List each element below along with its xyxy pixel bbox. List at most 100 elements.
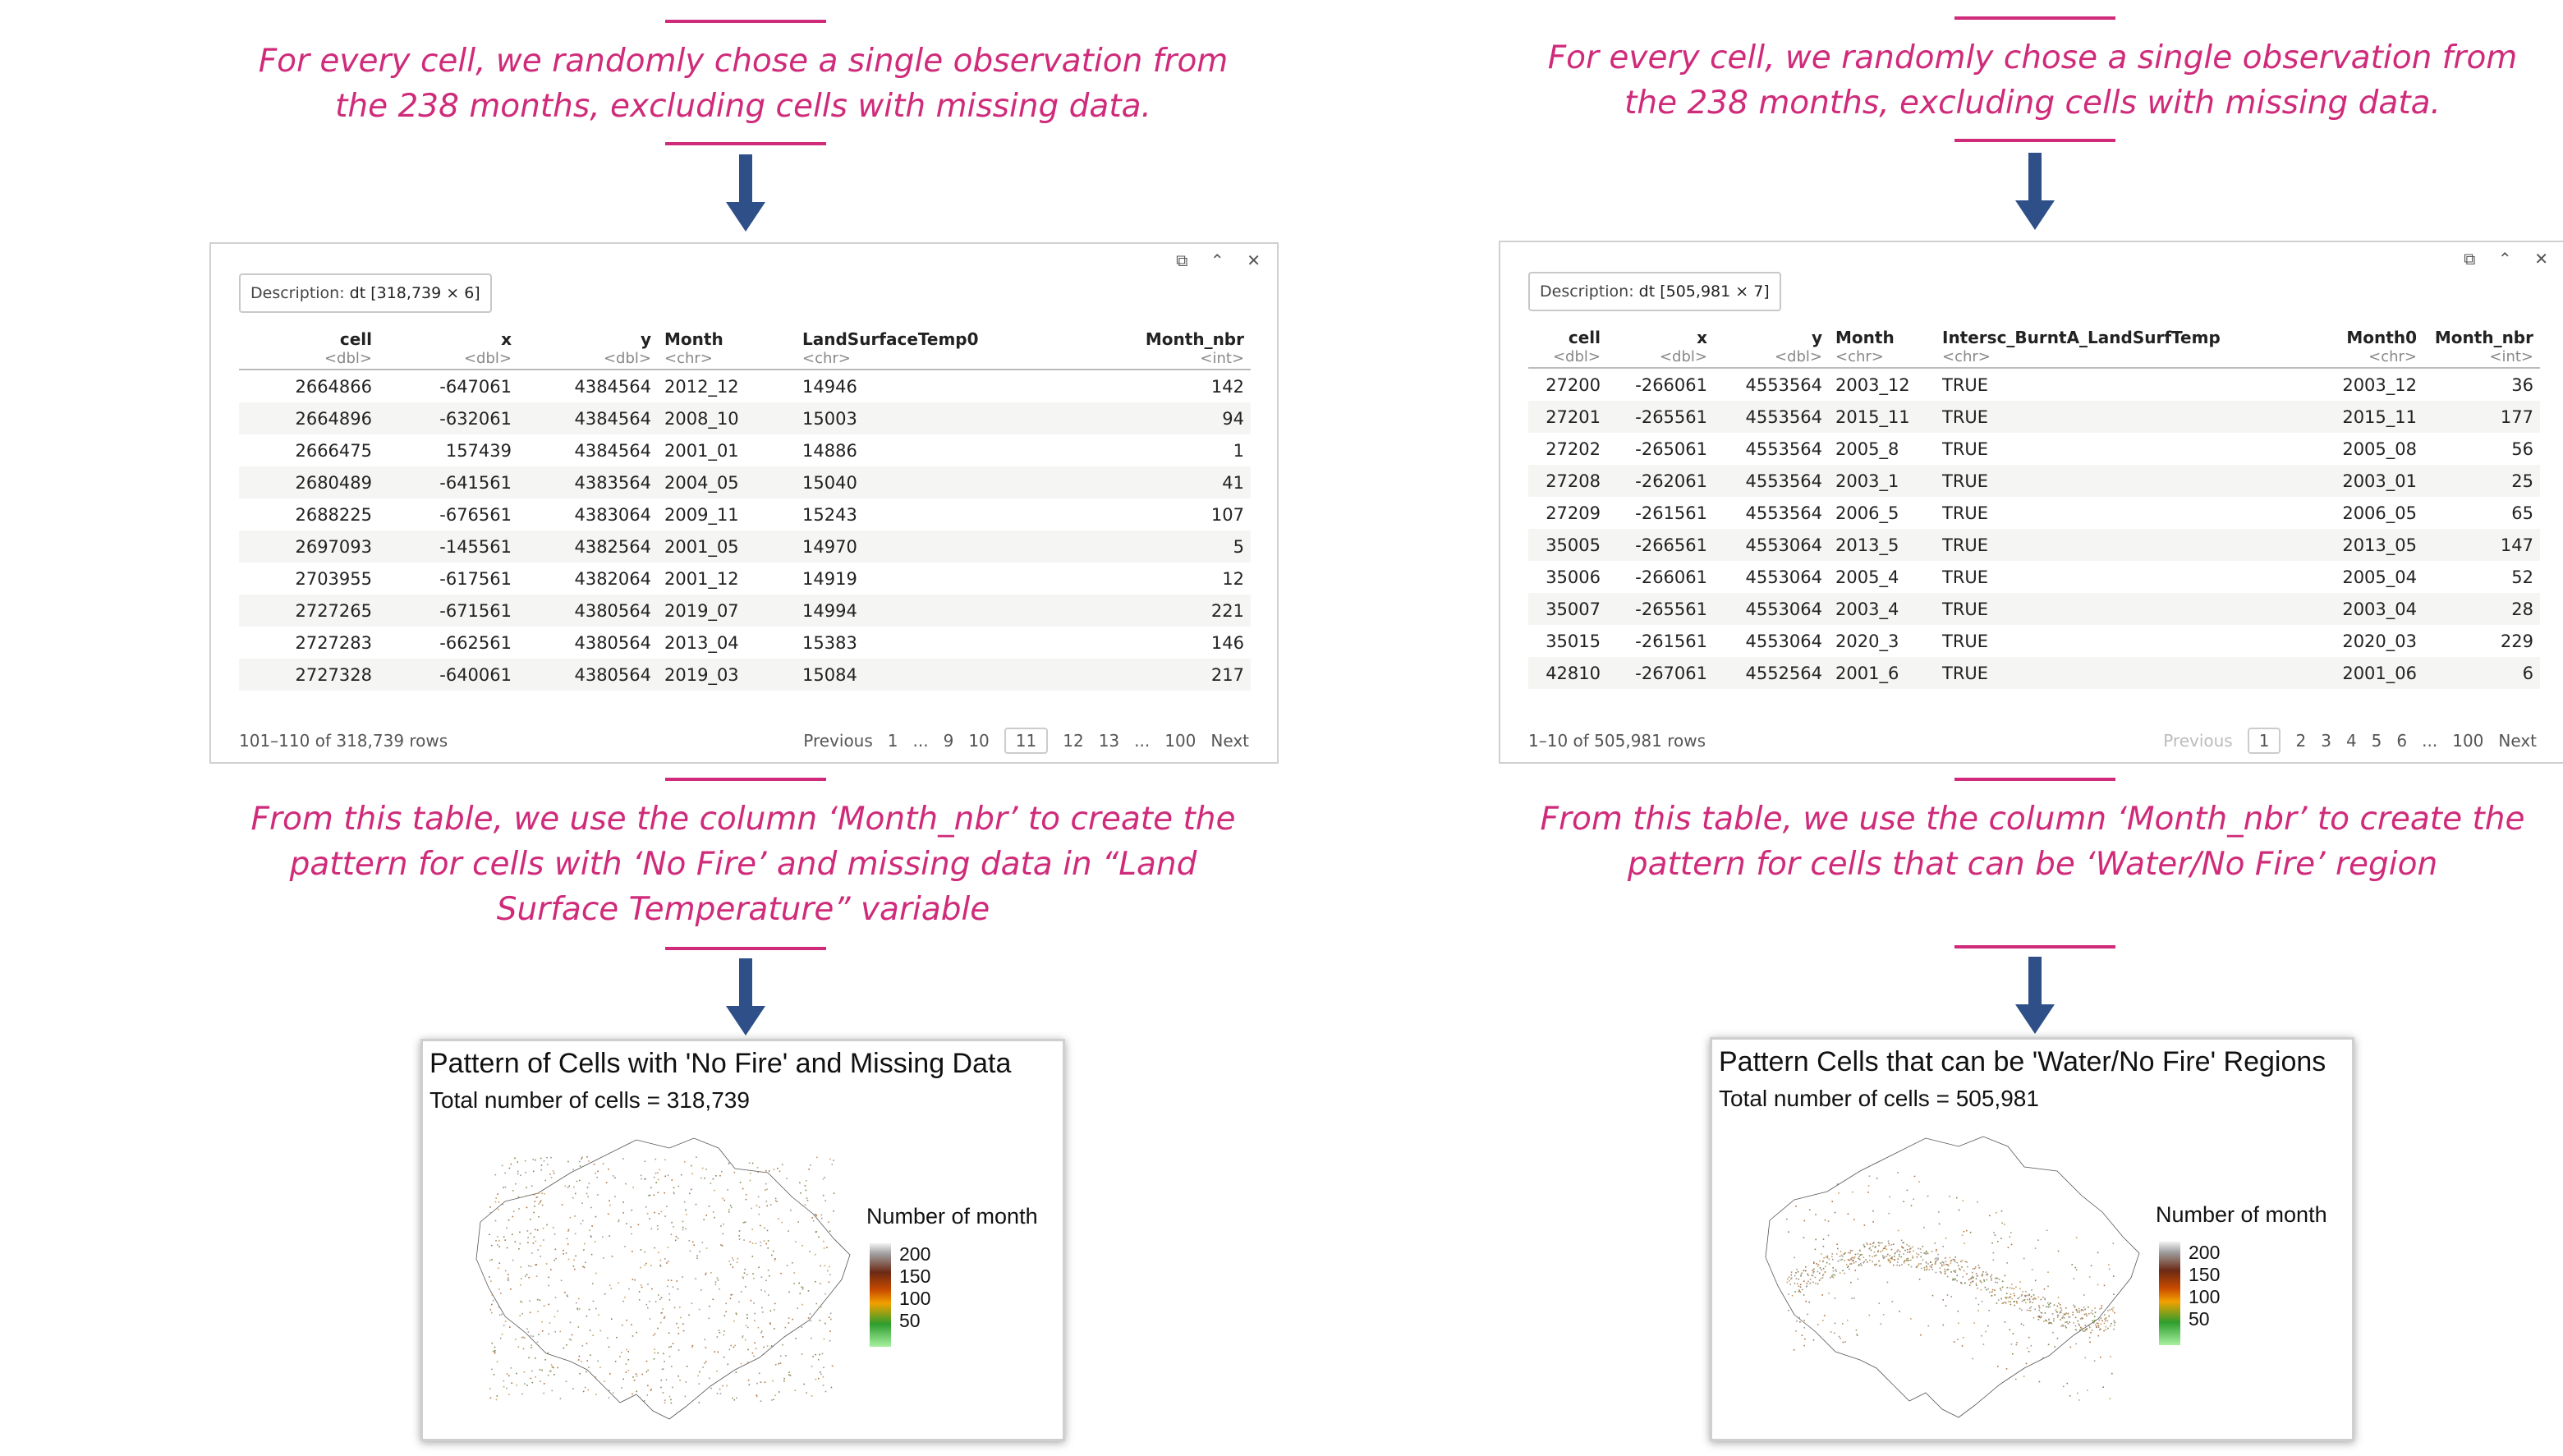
table-cell: -617561 (439, 568, 512, 589)
column-header-cell[interactable]: cell <dbl> (324, 329, 372, 367)
table-cell: 25 (2511, 471, 2533, 491)
pager-page-button[interactable]: 12 (1063, 731, 1084, 751)
table-cell: 4382564 (574, 536, 651, 557)
table-cell: TRUE (1942, 439, 1989, 459)
pager-page-button[interactable]: 10 (968, 731, 990, 751)
legend-tick: 150 (899, 1265, 931, 1287)
pager-previous-button[interactable]: Previous (2163, 731, 2233, 751)
table-cell: -261561 (1635, 631, 1707, 651)
right-mid-rule-upper (1954, 778, 2115, 781)
table-cell: -266061 (1635, 567, 1707, 587)
table-cell: 41 (1222, 472, 1244, 493)
table-cell: 14886 (802, 440, 857, 461)
table-cell: 14919 (802, 568, 857, 589)
legend-tick: 100 (899, 1288, 931, 1309)
table-row: 35006 -266061 4553064 2005_4 TRUE 2005_04 52 (1528, 561, 2540, 593)
pager-next-button[interactable]: Next (1210, 731, 1249, 751)
data-table: cell <dbl> x <dbl> y <dbl> Month <chr> Inter… (1528, 328, 2540, 689)
table-cell: 4553064 (1745, 599, 1822, 619)
table-cell: -265061 (1635, 439, 1707, 459)
table-cell: 2003_12 (2342, 374, 2417, 395)
pager-page-button[interactable]: 1 (887, 731, 898, 751)
pager-ellipsis: ... (912, 731, 929, 751)
table-cell: 2003_1 (1835, 471, 1899, 491)
table-cell: 2001_6 (1835, 663, 1899, 683)
pager-page-button[interactable]: 100 (1164, 731, 1197, 751)
table-cell: -266061 (1635, 374, 1707, 395)
pager-page-button[interactable]: 100 (2452, 731, 2484, 751)
pager-page-button[interactable]: 4 (2345, 731, 2357, 751)
close-icon[interactable]: ✕ (2534, 250, 2548, 269)
popout-icon[interactable]: ⧉ (1176, 252, 1188, 270)
data-table: cell <dbl> x <dbl> y <dbl> Month <chr> LandS… (239, 329, 1251, 691)
table-cell: 42810 (1546, 663, 1601, 683)
column-header-y[interactable]: y <dbl> (603, 329, 651, 367)
pager-page-button[interactable]: 2 (2295, 731, 2307, 751)
region-map (475, 1137, 851, 1420)
left-bottom-caption: From this table, we use the column ‘Mont… (250, 801, 1236, 928)
table-row: 2666475 157439 4384564 2001_01 14886 1 (239, 434, 1251, 466)
collapse-icon[interactable]: ⌃ (2497, 250, 2512, 269)
table-cell: 14994 (802, 600, 857, 621)
left-top-rule-lower (665, 142, 826, 145)
table-row: 27209 -261561 4553564 2006_5 TRUE 2006_05 65 (1528, 497, 2540, 529)
table-cell: 65 (2511, 503, 2533, 523)
table-row: 27201 -265561 4553564 2015_11 TRUE 2015_11 177 (1528, 401, 2540, 433)
table-cell: 2003_04 (2342, 599, 2417, 619)
right-mid-rule-lower (1954, 945, 2115, 948)
table-cell: 52 (2511, 567, 2533, 587)
collapse-icon[interactable]: ⌃ (1210, 252, 1224, 270)
pager-page-button[interactable]: 9 (943, 731, 954, 751)
pager-page-button[interactable]: 13 (1098, 731, 1120, 751)
table-cell: -265561 (1635, 406, 1707, 427)
table-row: 35015 -261561 4553064 2020_3 TRUE 2020_03 229 (1528, 625, 2540, 657)
table-cell: 2680489 (295, 472, 372, 493)
table-cell: TRUE (1942, 663, 1989, 683)
table-row: 2727283 -662561 4380564 2013_04 15383 146 (239, 627, 1251, 659)
pager-page-button[interactable]: 3 (2321, 731, 2331, 751)
table-cell: TRUE (1942, 535, 1989, 555)
table-cell: 36 (2511, 374, 2533, 395)
pager-page-button[interactable]: 5 (2371, 731, 2382, 751)
table-cell: 2008_10 (664, 408, 739, 429)
table-cell: 4380564 (574, 632, 651, 653)
column-header-x[interactable]: x <dbl> (1659, 328, 1707, 365)
legend-tick: 100 (2189, 1286, 2221, 1307)
column-header-month[interactable]: Month <chr> (1835, 328, 1895, 365)
table-cell: TRUE (1942, 374, 1989, 395)
table-cell: 35015 (1546, 631, 1601, 651)
column-header-month-nbr[interactable]: Month_nbr <int> (2434, 328, 2533, 365)
table-cell: 2013_5 (1835, 535, 1899, 555)
table-cell: 4380564 (574, 600, 651, 621)
cell-points (489, 1156, 835, 1404)
column-header-month0[interactable]: Month0 <chr> (2346, 328, 2417, 365)
table-cell: -671561 (439, 600, 512, 621)
table-row: 27202 -265061 4553564 2005_8 TRUE 2005_08 56 (1528, 433, 2540, 465)
close-icon[interactable]: ✕ (1247, 252, 1261, 270)
column-header-month[interactable]: Month <chr> (664, 329, 723, 367)
table-row: 2664896 -632061 4384564 2008_10 15003 94 (239, 402, 1251, 434)
table-cell: 2001_12 (664, 568, 739, 589)
table-cell: 2013_04 (664, 632, 739, 653)
column-header-intersc[interactable]: Intersc_BurntA_LandSurfTemp <chr> (1942, 328, 2221, 365)
column-header-landsurfacetemp0[interactable]: LandSurfaceTemp0 <chr> (802, 329, 979, 367)
pager-page-button[interactable]: 6 (2396, 731, 2408, 751)
column-header-y[interactable]: y <dbl> (1774, 328, 1822, 365)
column-header-x[interactable]: x <dbl> (463, 329, 512, 367)
table-cell: 2015_11 (1835, 406, 1910, 427)
table-cell: 2001_05 (664, 536, 739, 557)
pager-next-button[interactable]: Next (2498, 731, 2537, 751)
table-cell: TRUE (1942, 503, 1989, 523)
pager-previous-button[interactable]: Previous (803, 731, 873, 751)
popout-icon[interactable]: ⧉ (2464, 250, 2476, 269)
pager-page-button[interactable]: 11 (1004, 728, 1049, 754)
table-cell: 35006 (1546, 567, 1601, 587)
table-cell: 15040 (802, 472, 857, 493)
table-cell: -641561 (439, 472, 512, 493)
column-header-cell[interactable]: cell <dbl> (1552, 328, 1601, 365)
column-header-month-nbr[interactable]: Month_nbr <int> (1145, 329, 1244, 367)
table-cell: 147 (2500, 535, 2533, 555)
pager-page-button[interactable]: 1 (2247, 728, 2281, 754)
table-cell: TRUE (1942, 567, 1989, 587)
table-cell: 15243 (802, 504, 857, 525)
